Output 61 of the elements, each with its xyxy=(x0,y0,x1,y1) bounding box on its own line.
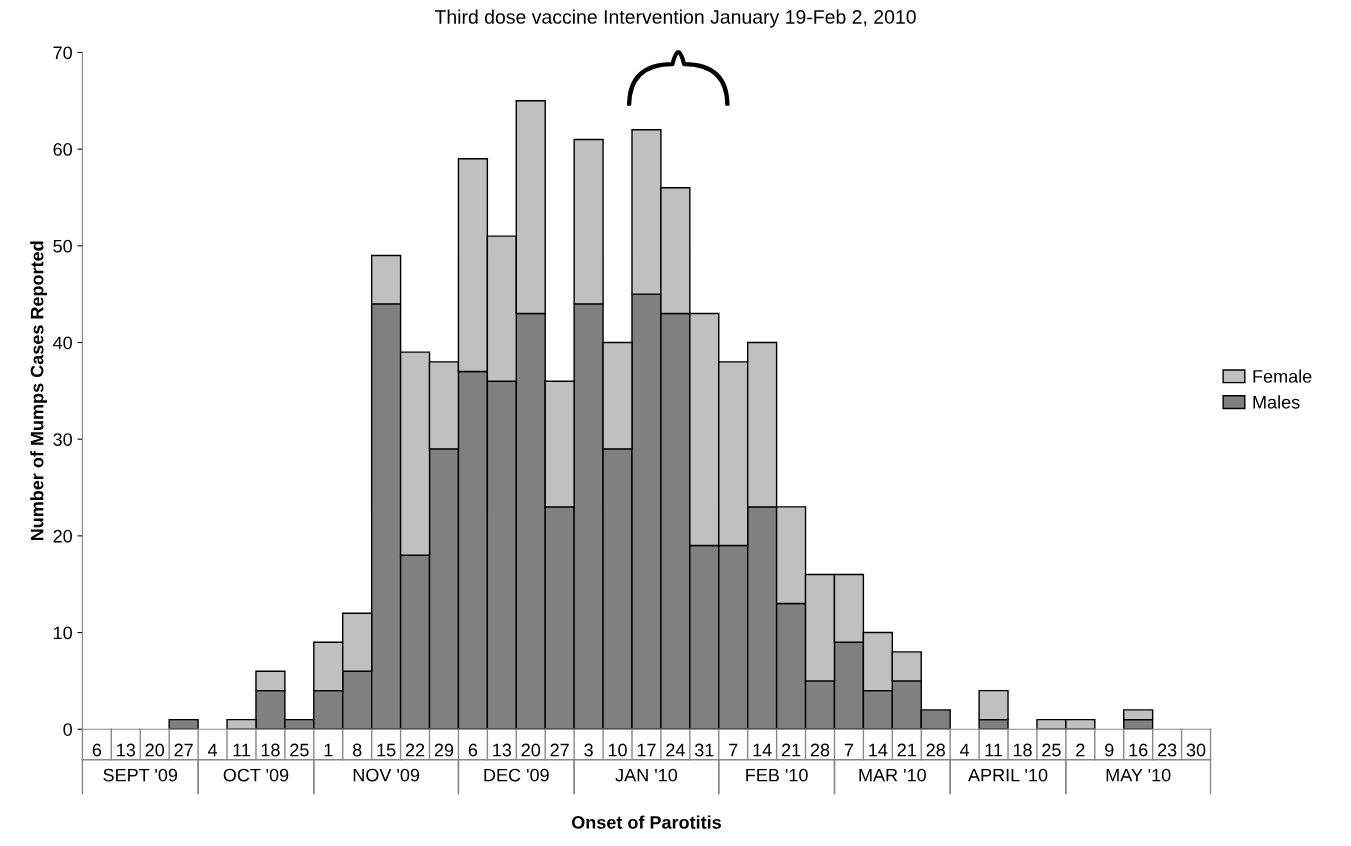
x-tick-label: 1 xyxy=(324,743,333,757)
x-tick-label: 18 xyxy=(261,743,280,757)
x-tick-label: 27 xyxy=(550,743,569,757)
y-tick-label: 40 xyxy=(53,336,72,350)
y-axis-title: Number of Mumps Cases Reported xyxy=(30,241,48,541)
legend-label: Males xyxy=(1253,395,1300,409)
x-tick-label: 13 xyxy=(117,743,136,757)
text: FEB '10 xyxy=(746,768,808,782)
x-tick-label: 22 xyxy=(405,743,425,757)
y-tick-label: 10 xyxy=(53,626,72,640)
x-tick-label: 28 xyxy=(810,743,830,757)
x-axis-title: Onset of Parotitis xyxy=(571,815,721,829)
x-tick-label: 11 xyxy=(233,743,250,757)
x-tick-label: 7 xyxy=(844,743,854,757)
x-tick-label: 28 xyxy=(926,743,945,757)
x-tick-label: 30 xyxy=(1186,743,1206,757)
x-tick-label: 16 xyxy=(1129,743,1148,757)
x-tick-label: 14 xyxy=(869,743,888,757)
text: APRIL '10 xyxy=(968,768,1048,782)
text: SEPT '09 xyxy=(103,768,178,782)
text: JAN '10 xyxy=(615,768,678,782)
x-tick-label: 7 xyxy=(729,743,738,757)
x-tick-label: 25 xyxy=(1042,743,1061,757)
x-tick-label: 25 xyxy=(290,743,309,757)
text: OCT '09 xyxy=(223,768,289,782)
x-tick-label: 13 xyxy=(493,743,512,757)
x-tick-label: 8 xyxy=(352,743,362,757)
x-tick-label: 20 xyxy=(521,743,541,757)
chart-title: Third dose vaccine Intervention January 19-Feb 2, 2010 xyxy=(434,9,916,28)
x-tick-label: 27 xyxy=(174,743,193,757)
x-tick-label: 4 xyxy=(207,743,218,757)
x-tick-label: 6 xyxy=(92,743,102,757)
y-tick-label: 30 xyxy=(53,433,72,446)
x-tick-label: 21 xyxy=(897,743,916,757)
text: MAR '10 xyxy=(859,768,926,782)
y-tick-label: 70 xyxy=(53,46,72,60)
y-tick-label: 60 xyxy=(53,143,72,156)
text: NOV '09 xyxy=(353,768,420,782)
x-tick-label: 11 xyxy=(985,743,1003,757)
x-tick-label: 6 xyxy=(468,743,478,757)
text: DEC '09 xyxy=(484,768,549,782)
x-tick-label: 4 xyxy=(960,743,970,757)
legend-label: Female xyxy=(1253,369,1312,383)
x-tick-label: 23 xyxy=(1157,743,1177,757)
x-tick-label: 31 xyxy=(694,743,714,757)
x-tick-label: 10 xyxy=(608,743,627,757)
x-tick-label: 2 xyxy=(1076,743,1085,757)
x-tick-label: 3 xyxy=(584,743,593,757)
x-tick-label: 21 xyxy=(781,743,801,757)
x-tick-label: 9 xyxy=(1105,743,1114,757)
x-tick-label: 18 xyxy=(1013,743,1032,757)
y-tick-label: 50 xyxy=(53,239,72,253)
y-tick-label: 0 xyxy=(63,723,72,736)
x-tick-label: 14 xyxy=(753,743,772,757)
y-tick-label: 20 xyxy=(53,529,72,543)
text: MAY '10 xyxy=(1106,768,1171,782)
x-tick-label: 24 xyxy=(666,743,685,757)
x-tick-label: 29 xyxy=(434,743,454,757)
x-tick-label: 17 xyxy=(637,743,656,757)
x-tick-label: 15 xyxy=(377,743,396,757)
x-tick-label: 20 xyxy=(145,743,165,757)
